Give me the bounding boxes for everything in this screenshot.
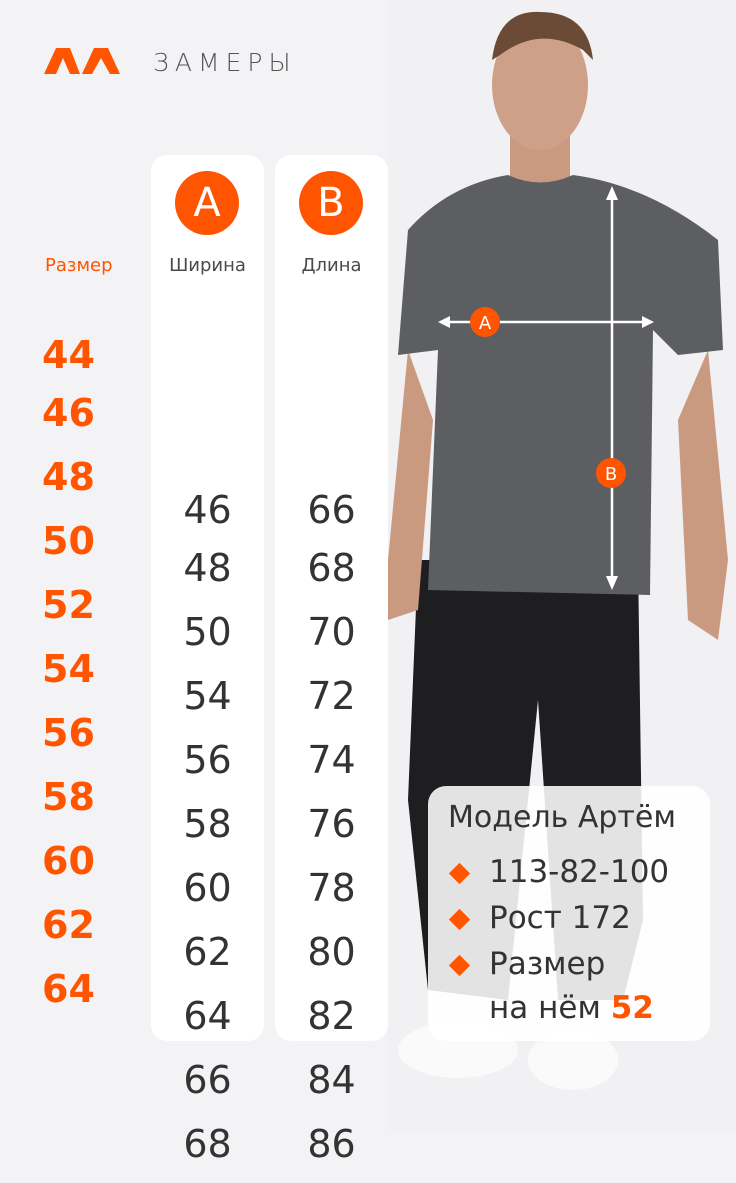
page-title: ЗАМЕРЫ	[153, 48, 297, 77]
diamond-bullet-icon	[448, 908, 471, 931]
size-column: 44 46 48 50 52 54 56 58 60 62 64	[42, 330, 142, 1028]
width-cell: 58	[183, 802, 232, 846]
width-cell: 66	[183, 1058, 232, 1102]
model-name: Модель Артём	[448, 800, 676, 835]
size-cell: 46	[42, 391, 95, 435]
width-cell: 64	[183, 994, 232, 1038]
width-cell: 62	[183, 930, 232, 974]
model-size-value-line: на нём 52	[489, 990, 654, 1026]
size-cell: 58	[42, 775, 95, 819]
size-cell: 60	[42, 839, 95, 883]
length-cell: 68	[307, 546, 356, 590]
width-cell: 48	[183, 546, 232, 590]
brand-logo	[44, 48, 120, 74]
length-cell: 72	[307, 674, 356, 718]
width-cell: 50	[183, 610, 232, 654]
length-cell: 76	[307, 802, 356, 846]
length-cell: 84	[307, 1058, 356, 1102]
size-column-header: Размер	[45, 255, 113, 276]
width-column-header: Ширина	[169, 255, 246, 276]
size-cell: 52	[42, 583, 95, 627]
size-cell: 54	[42, 647, 95, 691]
width-column: A Ширина 46 48 50 54 56 58 60 62 64 66 68	[151, 155, 264, 1166]
length-column: B Длина 66 68 70 72 74 76 78 80 82 84 86	[275, 155, 388, 1166]
length-cell: 80	[307, 930, 356, 974]
length-cell: 74	[307, 738, 356, 782]
width-cell: 54	[183, 674, 232, 718]
svg-text:A: A	[479, 313, 492, 334]
marker-b	[596, 458, 626, 488]
width-cell: 60	[183, 866, 232, 910]
length-cell: 66	[307, 488, 356, 532]
model-size-value: 52	[610, 990, 654, 1026]
length-cell: 82	[307, 994, 356, 1038]
size-cell: 62	[42, 903, 95, 947]
size-cell: 56	[42, 711, 95, 755]
length-cell: 78	[307, 866, 356, 910]
model-measurements: 113-82-100	[448, 854, 669, 890]
width-cell: 56	[183, 738, 232, 782]
size-cell: 44	[42, 333, 95, 377]
size-cell: 64	[42, 967, 95, 1011]
size-cell: 48	[42, 455, 95, 499]
model-info-card: Модель Артём 113-82-100 Рост 172 Размер …	[428, 786, 710, 1041]
length-cell: 70	[307, 610, 356, 654]
size-cell: 50	[42, 519, 95, 563]
width-cell: 46	[183, 488, 232, 532]
length-cell: 86	[307, 1122, 356, 1166]
model-size: Размер	[448, 946, 605, 982]
width-cell: 68	[183, 1122, 232, 1166]
length-column-header: Длина	[301, 255, 362, 276]
badge-b: B	[299, 171, 363, 235]
diamond-bullet-icon	[448, 954, 471, 977]
model-height: Рост 172	[448, 900, 631, 936]
diamond-bullet-icon	[448, 862, 471, 885]
marker-a	[470, 307, 500, 337]
svg-text:B: B	[605, 464, 617, 485]
badge-a: A	[175, 171, 239, 235]
